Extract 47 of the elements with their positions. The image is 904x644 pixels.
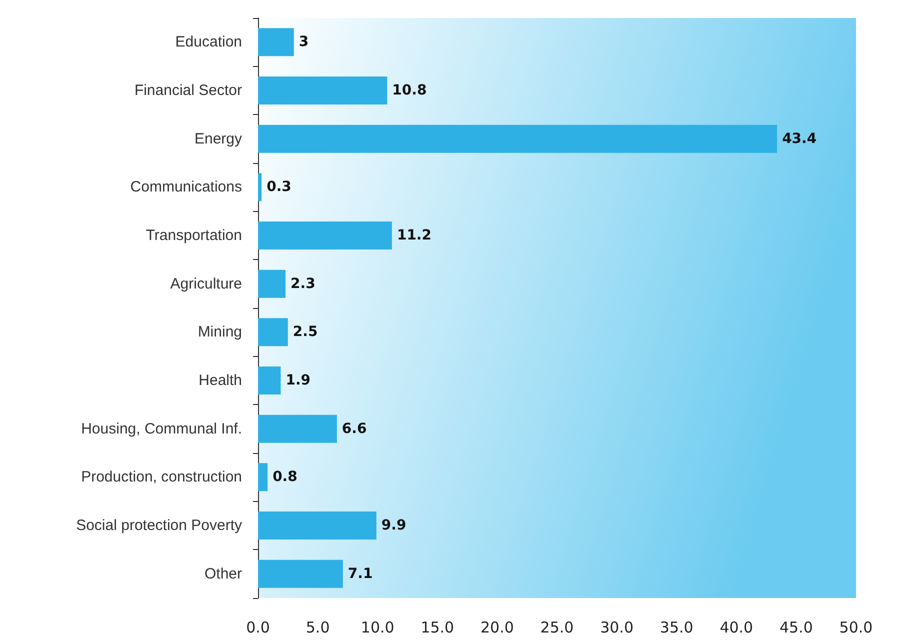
x-tick-label: 40.0 (720, 618, 754, 636)
data-label: 0.8 (272, 469, 298, 486)
bar (258, 222, 392, 250)
data-label: 9.9 (381, 518, 406, 534)
x-tick-label: 20.0 (480, 618, 514, 636)
x-tick-label: 30.0 (600, 618, 634, 636)
data-label: 2.3 (290, 276, 316, 292)
data-label: 7.1 (348, 566, 373, 582)
y-tick-label: Mining (198, 324, 242, 341)
bar (258, 173, 262, 202)
x-tick-label: 25.0 (540, 618, 574, 636)
data-label: 11.2 (396, 228, 432, 244)
data-label: 3 (298, 34, 309, 50)
bar (258, 318, 288, 346)
data-label: 6.6 (342, 420, 367, 437)
x-tick-label: 0.0 (246, 618, 270, 636)
y-tick-label: Health (198, 372, 242, 389)
x-tick-label: 35.0 (660, 618, 694, 636)
x-tick-label: 15.0 (420, 618, 454, 636)
y-tick-label: Agriculture (170, 275, 242, 292)
y-tick-label: Energy (194, 130, 242, 148)
data-label: 10.8 (392, 82, 427, 98)
data-label: 1.9 (286, 372, 311, 388)
bar (258, 414, 337, 443)
bar (258, 124, 778, 153)
y-tick-label: Communications (130, 178, 242, 196)
bar (258, 28, 294, 56)
x-tick-label: 45.0 (779, 618, 813, 636)
data-label: 0.3 (266, 179, 292, 196)
y-tick-label: Production, construction (81, 468, 242, 486)
x-tick-label: 10.0 (360, 618, 394, 636)
y-tick-label: Social protection Poverty (76, 517, 242, 534)
bar (258, 560, 343, 588)
data-label: 2.5 (292, 324, 318, 340)
y-tick-label: Other (204, 565, 242, 582)
x-tick-label: 5.0 (306, 618, 330, 636)
y-tick-label: Housing, Communal Inf. (81, 420, 242, 438)
bar (258, 76, 388, 104)
y-tick-label: Financial Sector (134, 82, 242, 99)
bar (258, 270, 286, 298)
bar (258, 366, 281, 394)
bar (258, 463, 268, 492)
x-tick-label: 50.0 (839, 618, 873, 636)
data-label: 43.4 (782, 130, 817, 147)
bar (258, 512, 376, 540)
y-tick-label: Transportation (146, 227, 242, 244)
y-tick-label: Education (175, 34, 242, 51)
